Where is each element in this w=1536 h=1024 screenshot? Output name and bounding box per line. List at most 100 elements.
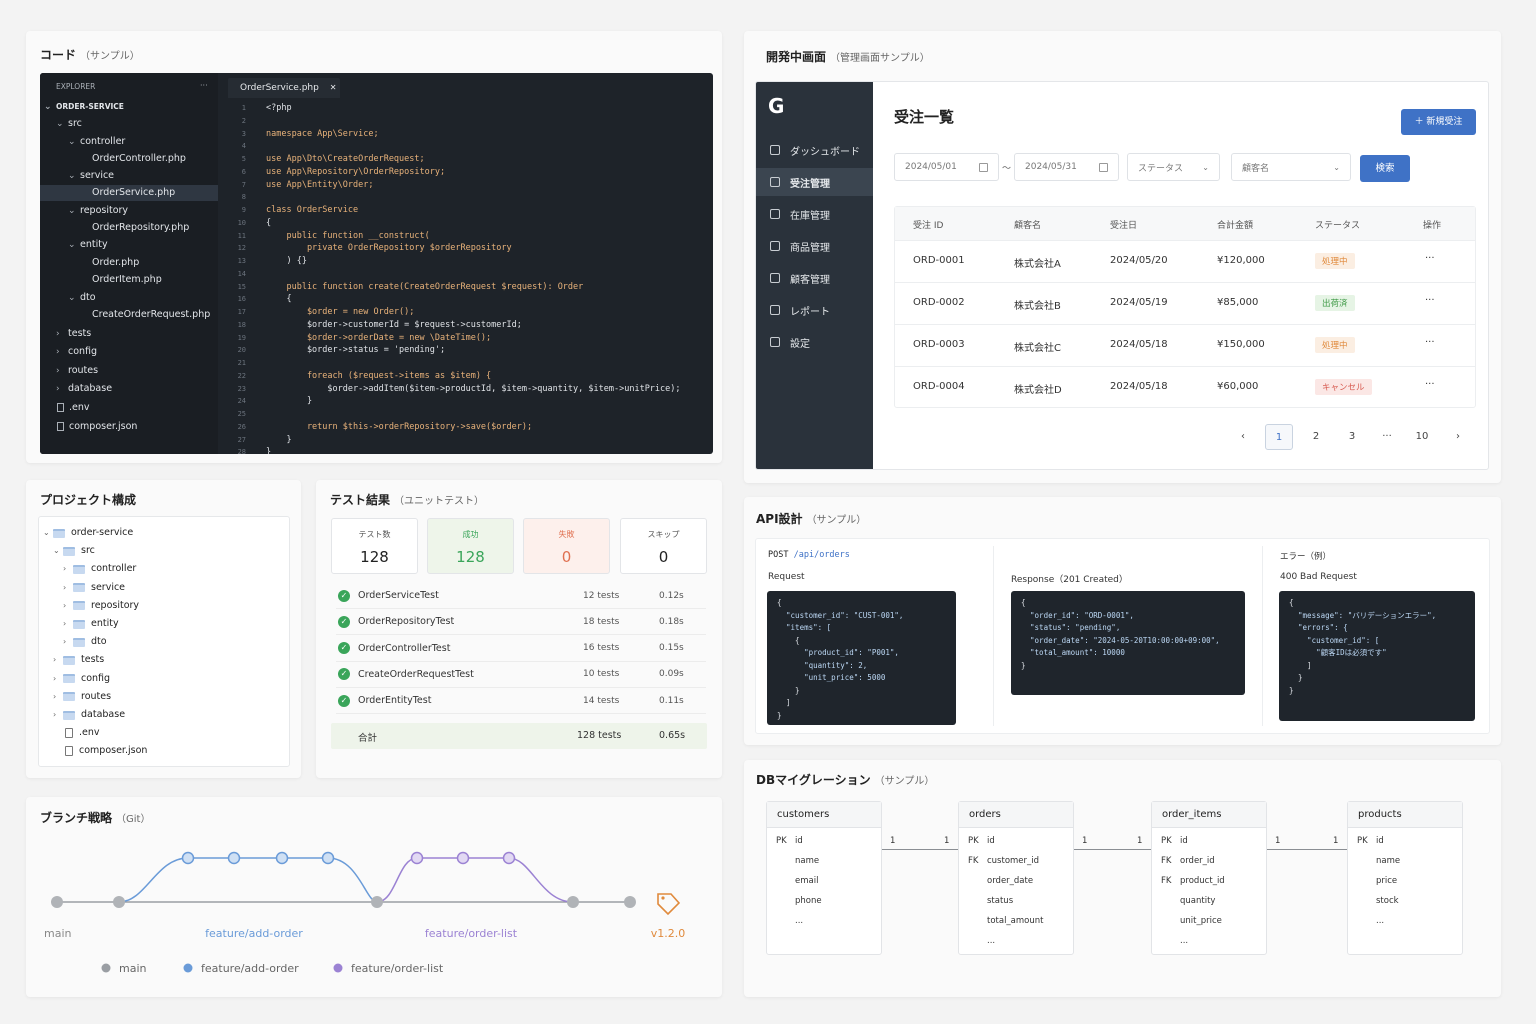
table-cell: 株式会社B [1014, 301, 1061, 312]
code-line: } [266, 447, 272, 454]
test-row[interactable]: ✓ OrderServiceTest 12 tests 0.12s [336, 583, 706, 609]
admin-sidebar: G ダッシュボード 受注管理在庫管理商品管理顧客管理レポート設定 [756, 82, 873, 469]
db-field: unit_price [1180, 916, 1222, 926]
sidebar-item[interactable]: レポート [756, 296, 873, 324]
sidebar-item[interactable]: 受注管理 [756, 168, 873, 196]
explorer-item[interactable]: ⌄ dto [68, 290, 96, 306]
chevron-down-icon: ⌄ [1202, 162, 1209, 172]
tree-item[interactable]: ⌄ order-service [43, 525, 133, 541]
db-table-name: orders [959, 802, 1073, 828]
sidebar-item[interactable]: 設定 [756, 328, 873, 356]
explorer-item-label: tests [68, 328, 92, 339]
explorer-item[interactable]: › routes [56, 363, 98, 379]
folder-icon [63, 692, 75, 702]
table-row[interactable]: ORD-0001 株式会社A 2024/05/20 ¥120,000 処理中 ··· [895, 241, 1475, 283]
more-actions-button[interactable]: ··· [1425, 379, 1435, 390]
explorer-item[interactable]: OrderItem.php [80, 272, 162, 288]
tree-item-label: entity [91, 618, 119, 629]
chevron-icon: › [56, 366, 60, 376]
new-order-button[interactable]: ＋ 新規受注 [1401, 109, 1476, 135]
test-row[interactable]: ✓ OrderRepositoryTest 18 tests 0.18s [336, 609, 706, 636]
app-logo[interactable]: G [768, 94, 785, 118]
close-icon[interactable]: ✕ [329, 83, 337, 92]
customer-select[interactable]: 顧客名 ⌄ [1231, 153, 1351, 181]
explorer-item[interactable]: › tests [56, 326, 91, 342]
json-line: ] [1289, 660, 1312, 670]
table-row[interactable]: ORD-0003 株式会社C 2024/05/18 ¥150,000 処理中 ··· [895, 325, 1475, 367]
explorer-item[interactable]: .env [56, 400, 90, 416]
main-branch-label: main [44, 927, 72, 940]
code-line: namespace App\Service; [266, 128, 379, 139]
explorer-item[interactable]: › config [56, 344, 97, 360]
explorer-item-label: routes [68, 365, 99, 376]
tree-item[interactable]: › controller [63, 561, 136, 577]
main-commit [567, 896, 579, 908]
pagination-item[interactable]: 2 [1312, 431, 1320, 442]
line-number: 4 [241, 142, 246, 151]
tree-item-label: config [81, 672, 111, 684]
explorer-item[interactable]: ⌄ ORDER-SERVICE [44, 99, 124, 115]
explorer-item-label: controller [80, 136, 126, 147]
stat-label: 成功 [462, 530, 479, 539]
explorer-more-button[interactable]: ··· [200, 81, 208, 90]
explorer-item[interactable]: ⌄ service [68, 168, 114, 184]
more-actions-button[interactable]: ··· [1425, 295, 1435, 306]
pagination-item[interactable]: 1 [1265, 424, 1293, 450]
legend-swatch [183, 963, 193, 973]
pagination-item[interactable]: ··· [1382, 431, 1392, 442]
tree-item[interactable]: › database [53, 707, 125, 723]
sidebar-item[interactable]: 在庫管理 [756, 200, 873, 228]
table-row[interactable]: ORD-0002 株式会社B 2024/05/19 ¥85,000 出荷済 ··· [895, 283, 1475, 325]
tree-item[interactable]: composer.json [53, 743, 147, 759]
test-row[interactable]: ✓ OrderControllerTest 16 tests 0.15s [336, 636, 706, 662]
search-button[interactable]: 検索 [1360, 155, 1410, 182]
explorer-item[interactable]: ⌄ controller [68, 134, 125, 150]
request-body: { "customer_id": "CUST-001", "items": [ … [767, 591, 956, 725]
db-table[interactable]: customers PK id name email phone... [766, 801, 882, 955]
tree-item[interactable]: › tests [53, 652, 104, 668]
sidebar-item[interactable]: ダッシュボード [756, 136, 873, 164]
explorer-item[interactable]: OrderController.php [80, 151, 186, 167]
explorer-item[interactable]: OrderService.php [80, 185, 175, 201]
explorer-item[interactable]: › database [56, 381, 112, 397]
tree-item[interactable]: .env [53, 725, 100, 741]
explorer-item[interactable]: ⌄ src [56, 116, 82, 132]
test-name: CreateOrderRequestTest [358, 668, 474, 680]
explorer-item[interactable]: ⌄ entity [68, 237, 108, 253]
tree-item[interactable]: › config [53, 671, 110, 687]
db-table[interactable]: products PK id name price stock... [1347, 801, 1463, 955]
tree-item[interactable]: › routes [53, 689, 111, 705]
date-from-field[interactable]: 2024/05/01 [894, 153, 999, 181]
test-row[interactable]: ✓ OrderEntityTest 14 tests 0.11s [336, 688, 706, 715]
status-select[interactable]: ステータス ⌄ [1127, 153, 1220, 181]
sidebar-item[interactable]: 商品管理 [756, 232, 873, 260]
more-actions-button[interactable]: ··· [1425, 337, 1435, 348]
tree-item[interactable]: ⌄ src [53, 543, 95, 559]
explorer-item[interactable]: OrderRepository.php [80, 220, 189, 236]
table-row[interactable]: ORD-0004 株式会社D 2024/05/18 ¥60,000 キャンセル ··· [895, 367, 1475, 409]
chevron-icon: › [56, 329, 60, 339]
explorer-item[interactable]: composer.json [56, 419, 137, 435]
date-to-field[interactable]: 2024/05/31 [1014, 153, 1119, 181]
pagination-item[interactable]: 10 [1415, 431, 1429, 442]
explorer-item[interactable]: Order.php [80, 255, 139, 271]
db-table[interactable]: orders PK id FK customer_id order_date status t… [958, 801, 1074, 955]
menu-icon [770, 305, 780, 315]
sidebar-item[interactable]: 顧客管理 [756, 264, 873, 292]
key-badge: PK [776, 836, 787, 846]
explorer-item[interactable]: CreateOrderRequest.php [80, 307, 210, 323]
explorer-item[interactable]: ⌄ repository [68, 203, 128, 219]
editor-tab[interactable]: OrderService.php ✕ [228, 78, 340, 98]
db-table[interactable]: order_items PK id FK order_id FK product_id qua… [1151, 801, 1267, 955]
more-actions-button[interactable]: ··· [1425, 253, 1435, 264]
tree-item[interactable]: › service [63, 580, 125, 596]
tree-item[interactable]: › repository [63, 598, 139, 614]
chevron-icon: ⌄ [68, 206, 76, 216]
test-row[interactable]: ✓ CreateOrderRequestTest 10 tests 0.09s [336, 662, 706, 688]
pagination-item[interactable]: ‹ [1241, 431, 1245, 442]
code-line: } [266, 434, 292, 445]
pagination-item[interactable]: 3 [1348, 431, 1356, 442]
tree-item[interactable]: › dto [63, 634, 107, 650]
pagination-item[interactable]: › [1456, 431, 1460, 442]
tree-item[interactable]: › entity [63, 616, 119, 632]
